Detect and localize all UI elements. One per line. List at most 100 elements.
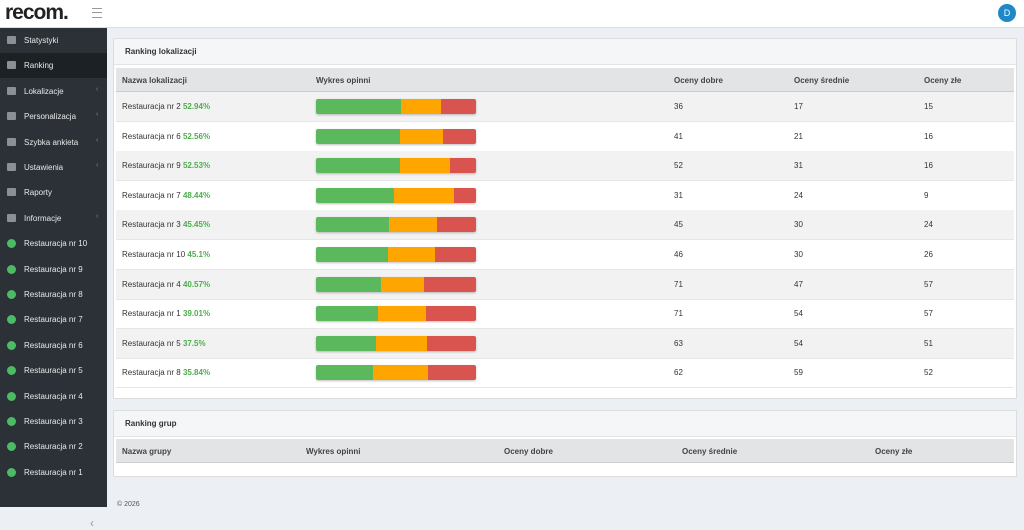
location-item[interactable]: Restauracja nr 10 <box>0 231 107 256</box>
table-row: Restauracja nr 2 52.94% 36 17 15 <box>116 92 1014 122</box>
location-name: Restauracja nr 3 <box>122 220 181 230</box>
bar-segment <box>427 335 476 351</box>
percent-label: 35.84% <box>182 368 211 378</box>
menu-label: Ustawienia <box>24 163 64 172</box>
menu-item[interactable]: Raporty <box>0 180 107 205</box>
location-item[interactable]: Restauracja nr 7 <box>0 307 107 332</box>
location-label: Restauracja nr 9 <box>24 264 83 274</box>
menu-item[interactable]: Lokalizacje ‹ <box>0 79 107 104</box>
location-label: Restauracja nr 6 <box>24 340 83 350</box>
medium-count: 54 <box>794 309 803 319</box>
percent-label: 37.5% <box>182 338 206 348</box>
location-label: Restauracja nr 4 <box>24 391 83 401</box>
opinion-bar <box>316 158 476 174</box>
medium-count: 24 <box>794 190 803 200</box>
status-dot <box>7 315 16 325</box>
menu-item[interactable]: Ranking <box>0 53 107 79</box>
bad-count: 16 <box>924 161 933 171</box>
column-header[interactable]: Oceny dobre <box>504 447 553 456</box>
locations-panel: Ranking lokalizacji Nazwa lokalizacji Wyk… <box>113 38 1017 399</box>
bad-count: 57 <box>924 279 933 289</box>
bar-segment <box>316 365 374 381</box>
table-row: Restauracja nr 4 40.57% 71 47 57 <box>116 269 1014 300</box>
bar-segment <box>373 365 428 381</box>
location-item[interactable]: Restauracja nr 9 <box>0 257 107 282</box>
menu-item[interactable]: Statystyki <box>0 28 107 53</box>
location-name: Restauracja nr 8 <box>122 368 181 378</box>
submenu-arrow: ‹ <box>96 111 99 119</box>
opinion-bar <box>316 99 476 114</box>
status-dot <box>7 239 16 249</box>
menu-icon <box>7 137 16 146</box>
opinion-bar <box>316 365 476 381</box>
bad-count: 51 <box>924 338 933 348</box>
location-name: Restauracja nr 10 <box>122 250 186 259</box>
location-item[interactable]: Restauracja nr 6 <box>0 333 107 358</box>
column-header[interactable]: Oceny złe <box>924 76 962 85</box>
location-item[interactable]: Restauracja nr 3 <box>0 409 107 434</box>
menu-icon <box>7 163 16 171</box>
bar-segment <box>378 306 426 322</box>
table-row: Restauracja nr 6 52.56% 41 21 16 <box>116 122 1014 152</box>
submenu-arrow: ‹ <box>96 212 99 220</box>
column-header[interactable]: Oceny średnie <box>682 447 738 456</box>
column-header[interactable]: Oceny dobre <box>674 76 723 85</box>
logo[interactable]: recom. <box>5 1 69 24</box>
bad-count: 16 <box>924 131 933 141</box>
menu-label: Statystyki <box>24 36 59 45</box>
medium-count: 21 <box>794 131 803 141</box>
bar-segment <box>453 187 476 203</box>
good-count: 52 <box>674 161 683 171</box>
menu-icon <box>7 86 16 95</box>
menu-item[interactable]: Ustawienia ‹ <box>0 155 107 180</box>
collapse-button[interactable]: ‹ <box>90 516 94 530</box>
bad-count: 24 <box>924 220 933 230</box>
good-count: 71 <box>674 279 683 289</box>
location-item[interactable]: Restauracja nr 4 <box>0 384 107 409</box>
location-item[interactable]: Restauracja nr 1 <box>0 460 107 485</box>
location-item[interactable]: Restauracja nr 2 <box>0 434 107 459</box>
good-count: 46 <box>674 250 683 259</box>
location-cell: Restauracja nr 4 40.57% <box>122 280 210 289</box>
good-count: 31 <box>674 190 683 200</box>
bar-segment <box>423 276 476 292</box>
column-header[interactable]: Oceny złe <box>875 447 913 456</box>
menu-item[interactable]: Personalizacja ‹ <box>0 104 107 129</box>
column-header[interactable]: Wykres opinni <box>306 447 361 456</box>
menu-label: Informacje <box>24 213 62 223</box>
table-row: Restauracja nr 10 45.1% 46 30 26 <box>116 240 1014 270</box>
menu-item[interactable]: Szybka ankieta ‹ <box>0 130 107 155</box>
menu-label: Ranking <box>24 61 54 71</box>
medium-count: 31 <box>794 161 803 171</box>
submenu-arrow: ‹ <box>96 136 99 144</box>
bar-segment <box>450 158 476 174</box>
bar-segment <box>316 335 376 351</box>
menu-item[interactable]: Informacje ‹ <box>0 206 107 231</box>
menu-icon <box>7 112 16 121</box>
good-count: 36 <box>674 102 683 111</box>
location-cell: Restauracja nr 3 45.45% <box>122 220 210 229</box>
column-header[interactable]: Nazwa grupy <box>122 447 172 456</box>
column-header[interactable]: Oceny średnie <box>794 76 850 85</box>
bad-count: 57 <box>924 309 933 319</box>
opinion-bar <box>316 247 476 262</box>
avatar[interactable]: D <box>998 4 1016 22</box>
status-dot <box>7 467 16 477</box>
column-header[interactable]: Nazwa lokalizacji <box>122 76 187 85</box>
column-header[interactable]: Wykres opinni <box>316 76 371 85</box>
location-item[interactable]: Restauracja nr 5 <box>0 358 107 383</box>
bar-segment <box>435 247 476 262</box>
location-item[interactable]: Restauracja nr 8 <box>0 282 107 307</box>
table-row: Restauracja nr 7 48.44% 31 24 9 <box>116 181 1014 211</box>
bad-count: 9 <box>924 190 929 200</box>
bar-segment <box>400 128 444 144</box>
status-dot <box>7 391 16 401</box>
location-name: Restauracja nr 6 <box>122 131 181 141</box>
bar-segment <box>316 99 401 114</box>
location-cell: Restauracja nr 1 39.01% <box>122 309 210 318</box>
menu-toggle[interactable] <box>92 8 102 18</box>
bar-segment <box>393 187 454 203</box>
status-dot <box>7 442 16 452</box>
top-bar: recom. D <box>0 0 1024 28</box>
